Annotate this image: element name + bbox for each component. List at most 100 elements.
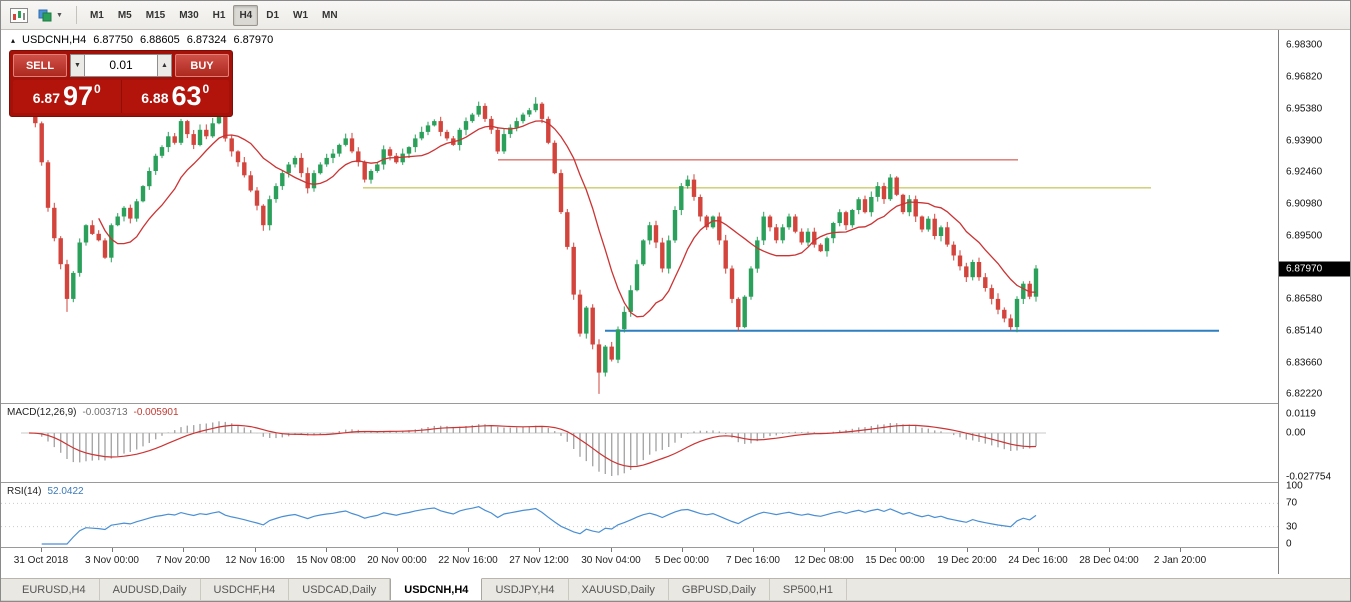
rsi-panel[interactable]: RSI(14) 52.0422	[1, 483, 1278, 547]
candlestick-layer	[26, 97, 1219, 394]
rsi-label: RSI(14) 52.0422	[7, 486, 84, 497]
bottom-tab-sp500-h1[interactable]: SP500,H1	[770, 579, 848, 600]
time-tick	[41, 548, 42, 552]
time-tick	[539, 548, 540, 552]
buy-button[interactable]: BUY	[175, 54, 229, 77]
timeframe-button-m5[interactable]: M5	[117, 9, 132, 21]
timeframe-button-mn[interactable]: MN	[322, 9, 338, 21]
time-tick	[753, 548, 754, 552]
bottom-tab-usdjpy-h4[interactable]: USDJPY,H4	[482, 579, 569, 600]
time-tick-label: 12 Nov 16:00	[225, 555, 285, 566]
toolbar: ▼ M1 M5 M15 M30 H1 H4 D1 W1 MN	[1, 1, 1350, 30]
price-tick-label: 6.83660	[1286, 357, 1323, 369]
macd-axis-upper: 0.0119	[1286, 408, 1316, 420]
price-tick-label: 6.86580	[1286, 293, 1323, 305]
ohlc-low: 6.87324	[186, 34, 227, 46]
time-tick	[112, 548, 113, 552]
volume-stepper: ▼ 0.01 ▲	[70, 54, 172, 77]
time-axis[interactable]: 31 Oct 2018 3 Nov 00:00 7 Nov 20:00 12 Nov …	[1, 548, 1278, 574]
chart-ohlc-header: ▴ USDCNH,H4 6.87750 6.88605 6.87324 6.87…	[11, 34, 273, 46]
macd-axis-zero: 0.00	[1286, 427, 1306, 439]
ohlc-open: 6.87750	[93, 34, 133, 46]
time-tick-label: 19 Dec 20:00	[937, 555, 997, 566]
price-axis[interactable]: 6.87970 0.0119 0.00 -0.027754 6.98300 6.9…	[1278, 30, 1350, 574]
time-tick	[611, 548, 612, 552]
rsi-name: RSI(14)	[7, 486, 42, 497]
time-tick-label: 20 Nov 00:00	[367, 555, 427, 566]
panel-splitter[interactable]	[1, 482, 1279, 483]
chart-window-icon[interactable]	[6, 6, 32, 25]
ohlc-high: 6.88605	[139, 34, 180, 46]
timeframe-button-w1[interactable]: W1	[293, 9, 309, 21]
volume-field[interactable]: 0.01	[85, 54, 157, 77]
toolbar-separator	[75, 6, 77, 24]
panel-splitter[interactable]	[1, 403, 1279, 404]
price-tick-label: 6.95380	[1286, 103, 1323, 115]
one-click-trading-panel: SELL ▼ 0.01 ▲ BUY 6.87 97 0 6.88 63 0	[9, 50, 233, 117]
time-tick-label: 12 Dec 08:00	[794, 555, 854, 566]
timeframe-button-d1[interactable]: D1	[266, 9, 280, 21]
time-tick-label: 24 Dec 16:00	[1008, 555, 1068, 566]
time-tick	[895, 548, 896, 552]
macd-signal-value: -0.005901	[133, 407, 179, 418]
time-tick	[1038, 548, 1039, 552]
price-tick-label: 6.85140	[1286, 325, 1323, 337]
timeframe-button-m15[interactable]: M15	[145, 9, 166, 21]
time-tick	[397, 548, 398, 552]
timeframe-toolbar: M1 M5 M15 M30 H1 H4 D1 W1 MN	[84, 4, 346, 26]
time-tick	[255, 548, 256, 552]
price-tick-label: 6.92460	[1286, 166, 1323, 178]
macd-label: MACD(12,26,9) -0.003713 -0.005901	[7, 407, 179, 418]
time-tick-label: 15 Dec 00:00	[865, 555, 925, 566]
chart-tab-bar: EURUSD,H4 AUDUSD,Daily USDCHF,H4 USDCAD,Dai…	[1, 578, 1350, 600]
price-tick-label: 6.82220	[1286, 388, 1323, 400]
sell-button[interactable]: SELL	[13, 54, 67, 77]
time-tick	[468, 548, 469, 552]
rsi-axis-label: 100	[1286, 480, 1303, 492]
time-tick-label: 22 Nov 16:00	[438, 555, 498, 566]
rsi-axis-label: 70	[1286, 497, 1298, 509]
chart-marker-icon: ▴	[11, 35, 16, 45]
bottom-tab-usdcad-daily[interactable]: USDCAD,Daily	[289, 579, 391, 600]
macd-layer	[21, 421, 1046, 476]
price-tick-label: 6.90980	[1286, 198, 1323, 210]
rsi-axis-label: 0	[1286, 538, 1292, 550]
time-tick-label: 2 Jan 20:00	[1153, 555, 1207, 566]
time-tick-label: 3 Nov 00:00	[85, 555, 139, 566]
chart-layout-icon[interactable]: ▼	[34, 6, 67, 24]
macd-axis-lower: -0.027754	[1286, 471, 1332, 483]
timeframe-button-m1[interactable]: M1	[89, 9, 104, 21]
timeframe-button-m30[interactable]: M30	[179, 9, 199, 21]
price-tick-label: 6.98300	[1286, 39, 1323, 51]
macd-name: MACD(12,26,9)	[7, 407, 77, 418]
sell-price[interactable]: 6.87 97 0	[13, 80, 122, 113]
chevron-down-icon: ▼	[56, 11, 63, 19]
bid-ask-display: 6.87 97 0 6.88 63 0	[13, 80, 229, 113]
rsi-value: 52.0422	[47, 486, 84, 497]
volume-up-button[interactable]: ▲	[157, 54, 172, 77]
bottom-tab-usdcnh-h4[interactable]: USDCNH,H4	[390, 578, 483, 600]
bottom-tab-usdchf-h4[interactable]: USDCHF,H4	[201, 579, 290, 600]
panel-splitter	[1, 547, 1279, 548]
buy-price[interactable]: 6.88 63 0	[141, 81, 210, 111]
timeframe-button-h1[interactable]: H1	[212, 9, 226, 21]
bottom-tab-xauusd-daily[interactable]: XAUUSD,Daily	[569, 579, 669, 600]
price-tick-label: 6.93900	[1286, 135, 1323, 147]
time-tick-label: 31 Oct 2018	[13, 555, 69, 566]
rsi-layer	[1, 502, 1278, 545]
time-tick	[682, 548, 683, 552]
bottom-tab-gbpusd-daily[interactable]: GBPUSD,Daily	[669, 579, 770, 600]
current-price-badge: 6.87970	[1279, 261, 1350, 277]
tabbar-scrollbar[interactable]	[1, 600, 1350, 601]
macd-panel[interactable]: MACD(12,26,9) -0.003713 -0.005901	[1, 404, 1278, 482]
timeframe-button-h4[interactable]: H4	[233, 4, 259, 26]
time-tick	[1109, 548, 1110, 552]
bottom-tab-eurusd-h4[interactable]: EURUSD,H4	[9, 579, 100, 600]
time-tick	[967, 548, 968, 552]
layout-glyph	[38, 9, 52, 22]
bottom-tab-audusd-daily[interactable]: AUDUSD,Daily	[100, 579, 201, 600]
chart-window-glyph	[10, 7, 28, 23]
time-tick	[1180, 548, 1181, 552]
volume-down-button[interactable]: ▼	[70, 54, 85, 77]
